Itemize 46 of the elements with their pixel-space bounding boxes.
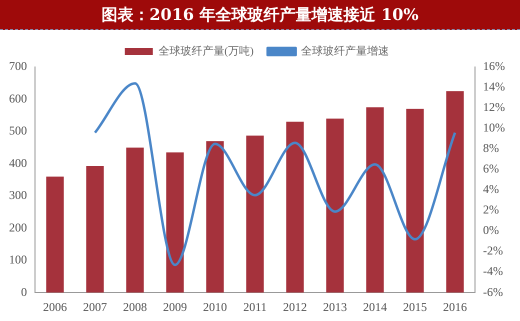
x-tick-label: 2006: [43, 300, 67, 314]
bar: [46, 176, 64, 293]
y2-tick-label: -4%: [483, 264, 504, 278]
bar: [86, 166, 104, 293]
y2-tick-label: 8%: [483, 141, 500, 156]
y2-tick-label: 12%: [483, 100, 506, 114]
y-tick-label: 0: [21, 284, 27, 299]
bar: [246, 136, 264, 293]
bar: [166, 152, 184, 293]
y2-tick-label: 6%: [483, 162, 500, 176]
y2-tick-label: -2%: [483, 244, 504, 258]
x-tick-label: 2011: [243, 300, 267, 314]
y-tick-label: 600: [9, 91, 27, 106]
line-series: [94, 82, 456, 266]
bar: [406, 108, 424, 293]
y-tick-label: 200: [9, 220, 27, 234]
y2-tick-label: 2%: [483, 202, 500, 217]
y2-tick-label: 4%: [483, 182, 500, 196]
y-tick-label: 300: [9, 188, 27, 202]
y2-tick-label: 14%: [483, 80, 506, 94]
chart-title: 图表：2016 年全球玻纤产量增速接近 10%: [0, 0, 520, 30]
x-tick-label: 2014: [363, 300, 388, 314]
x-tick-label: 2010: [203, 300, 227, 314]
bar: [206, 141, 224, 293]
bar: [126, 148, 144, 293]
y-tick-label: 100: [9, 252, 27, 267]
y-tick-label: 400: [9, 156, 27, 170]
bar: [326, 118, 344, 293]
x-tick-label: 2016: [443, 300, 468, 314]
legend-label: 全球玻纤产量(万吨): [158, 44, 254, 58]
y-tick-label: 500: [9, 124, 27, 138]
y2-tick-label: 10%: [483, 120, 506, 135]
x-tick-label: 2012: [283, 300, 307, 314]
y-tick-label: 700: [9, 59, 27, 74]
legend-label: 全球玻纤产量增速: [301, 44, 390, 58]
x-tick-label: 2009: [163, 300, 187, 314]
y2-tick-label: 16%: [483, 59, 506, 74]
bar: [286, 122, 304, 293]
x-tick-label: 2015: [403, 300, 428, 314]
x-tick-label: 2007: [83, 300, 107, 314]
bar: [366, 107, 384, 293]
x-tick-label: 2008: [123, 300, 147, 314]
bar: [446, 91, 464, 293]
y2-tick-label: -6%: [483, 284, 504, 299]
x-tick-label: 2013: [323, 300, 348, 314]
y2-tick-label: 0%: [483, 223, 500, 238]
